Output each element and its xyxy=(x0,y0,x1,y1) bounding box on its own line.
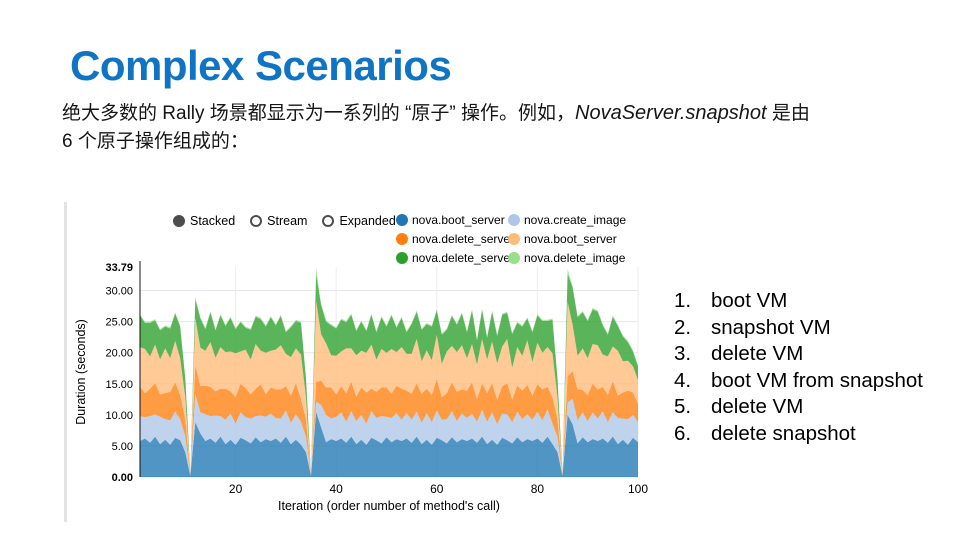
emphasis-text: NovaServer.snapshot xyxy=(575,102,767,124)
slide-title: Complex Scenarios xyxy=(70,42,452,90)
legend-item-nova.delete_server[interactable]: nova.delete_server xyxy=(396,230,514,248)
mode-radio-label: Stream xyxy=(267,214,308,228)
x-tick-label: 40 xyxy=(330,482,344,496)
x-tick-label: 20 xyxy=(229,482,243,496)
step-label: boot VM xyxy=(711,289,788,312)
legend-swatch-icon xyxy=(396,252,408,264)
x-tick-label: 100 xyxy=(628,482,648,496)
y-tick-label: 20.00 xyxy=(105,348,133,360)
legend-label: nova.boot_server xyxy=(524,232,617,246)
legend-swatch-icon xyxy=(508,233,520,245)
step-number: 2. xyxy=(674,315,692,339)
x-axis-title: Iteration (order number of method's call… xyxy=(278,499,500,513)
intro-text-1: 绝大多数的 Rally 场景都显示为一系列的 “原子” 操作。例如， xyxy=(62,103,576,124)
legend-item-nova.boot_server[interactable]: nova.boot_server xyxy=(508,230,630,248)
legend-label: nova.delete_server xyxy=(412,251,515,265)
step-number: 1. xyxy=(674,289,692,312)
y-tick-label: 33.79 xyxy=(105,262,133,274)
atomic-steps-list: 1. boot VM 2. snapshot VM 3. delete VM 4. boot … xyxy=(674,288,923,447)
intro-text-2: 是由 xyxy=(766,103,810,124)
step-label: delete VM xyxy=(711,395,804,418)
mode-radio-stacked[interactable]: Stacked xyxy=(173,214,235,228)
step-number: 6. xyxy=(674,421,692,445)
area-series-nova.boot_server xyxy=(140,301,638,475)
y-tick-label: 25.00 xyxy=(105,317,133,329)
legend-item-nova.create_image[interactable]: nova.create_image xyxy=(508,211,630,229)
area-series-nova.create_image xyxy=(140,393,638,476)
mode-radio-expanded[interactable]: Expanded xyxy=(322,214,396,228)
step-item: 1. boot VM xyxy=(674,288,923,315)
intro-text-3: 6 个原子操作组成的： xyxy=(62,131,249,152)
intro-paragraph: 绝大多数的 Rally 场景都显示为一系列的 “原子” 操作。例如，NovaSe… xyxy=(62,99,892,156)
step-item: 4. boot VM from snapshot xyxy=(674,368,923,395)
y-tick-label: 10.00 xyxy=(105,410,133,422)
legend-item-nova.boot_server[interactable]: nova.boot_server xyxy=(396,211,508,229)
x-tick-label: 60 xyxy=(430,482,444,496)
legend-swatch-icon xyxy=(396,214,408,226)
step-item: 3. delete VM xyxy=(674,341,923,368)
stacked-area-chart: 0.00 5.00 10.00 15.00 20.00 25.00 30.00 33.79 20… xyxy=(74,261,648,513)
step-label: boot VM from snapshot xyxy=(711,368,923,392)
step-number: 5. xyxy=(674,395,692,418)
step-item: 6. delete snapshot xyxy=(674,421,923,448)
legend-swatch-icon xyxy=(508,214,520,226)
step-number: 3. xyxy=(674,342,692,365)
area-series-nova.boot_server xyxy=(140,411,638,477)
y-axis-title: Duration (seconds) xyxy=(74,319,88,425)
legend-item-nova.delete_image[interactable]: nova.delete_image xyxy=(508,249,630,267)
radio-unselected-icon[interactable] xyxy=(250,215,263,227)
mode-radio-label: Stacked xyxy=(190,214,236,228)
legend-label: nova.delete_server xyxy=(412,232,515,246)
legend-label: nova.delete_image xyxy=(524,251,626,265)
step-item: 5. delete VM xyxy=(674,394,923,421)
legend-label: nova.boot_server xyxy=(412,213,505,227)
radio-selected-icon[interactable] xyxy=(173,215,185,227)
y-tick-label: 0.00 xyxy=(112,472,133,484)
x-tick-label: 80 xyxy=(531,482,545,496)
step-label: delete VM xyxy=(711,342,804,365)
legend-label: nova.create_image xyxy=(524,213,627,227)
mode-radio-stream[interactable]: Stream xyxy=(250,214,307,228)
y-tick-label: 30.00 xyxy=(105,286,133,298)
chart-legend: nova.boot_server nova.create_image nova.de… xyxy=(396,211,630,267)
radio-unselected-icon[interactable] xyxy=(322,215,335,227)
legend-swatch-icon xyxy=(508,252,520,264)
step-label: snapshot VM xyxy=(711,315,831,339)
step-label: delete snapshot xyxy=(711,421,856,445)
area-series-nova.delete_server xyxy=(140,365,638,476)
chart-mode-radio-group: Stacked Stream Expanded xyxy=(173,214,396,228)
y-tick-label: 5.00 xyxy=(112,441,133,453)
step-number: 4. xyxy=(674,368,692,392)
step-item: 2. snapshot VM xyxy=(674,315,923,342)
y-tick-label: 15.00 xyxy=(105,379,133,391)
mode-radio-label: Expanded xyxy=(339,214,396,228)
legend-item-nova.delete_server[interactable]: nova.delete_server xyxy=(396,249,514,267)
legend-swatch-icon xyxy=(396,233,408,245)
